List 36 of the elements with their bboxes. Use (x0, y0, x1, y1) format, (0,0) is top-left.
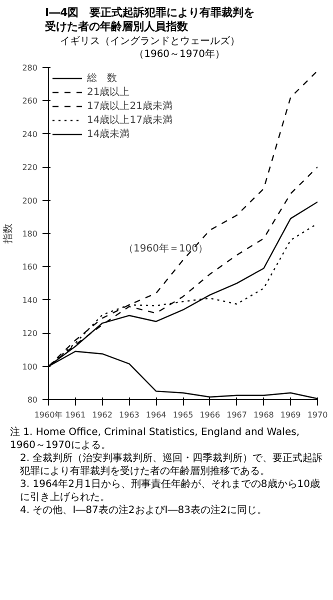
y-tick-label: 180 (22, 229, 38, 238)
chart-title: I―4図 要正式起訴犯罪により有罪裁判を受けた者の年齢層別人員指数 (45, 6, 256, 35)
text: 4. その他、I―87表の注2およびI―83表の注2に同じ。 (20, 504, 268, 517)
x-tick-label: 1970 (307, 410, 328, 420)
text: 3. 1964年2月1日から、刑事責任年齢が、それまでの8歳から10歳に引き上げられた。 (20, 478, 321, 504)
annotation: （1960年＝100） (124, 242, 208, 254)
text: （1960～1970年） (133, 48, 225, 61)
legend-label: 14歳未満 (87, 128, 130, 141)
y-tick-label: 160 (22, 262, 38, 272)
text: 注 1. Home Office, Criminal Statistics, England and Wales, 1960～1970による。 (10, 426, 301, 452)
legend-label: 14歳以上17歳未満 (87, 114, 172, 127)
x-tick-label: 1966 (200, 410, 220, 420)
x-tick-label: 1968 (254, 410, 274, 420)
y-tick-label: 260 (22, 96, 38, 106)
y-tick-label: 140 (22, 296, 38, 305)
y-tick-label: 100 (22, 362, 38, 372)
y-axis-title: 指数 (2, 223, 14, 244)
x-tick-label: 1969 (280, 410, 301, 420)
legend-label: 17歳以上21歳未満 (87, 100, 172, 113)
x-tick-label: 1967 (226, 410, 247, 420)
x-tick-label: 1961 (65, 410, 86, 420)
x-tick-label: 1965 (172, 410, 194, 420)
y-tick-label: 200 (22, 196, 38, 206)
y-tick-label: 240 (22, 130, 38, 139)
x-tick-label: 1963 (119, 410, 140, 420)
x-tick-label: 1964 (146, 410, 166, 420)
x-tick-label: 1960年 (34, 410, 63, 420)
text: 2. 全裁判所（治安判事裁判所、巡回・四季裁判所）で、要正式起訴犯罪により有罪裁判を受けた者の年齢層別推移である。 (20, 452, 324, 478)
y-tick-label: 80 (27, 395, 38, 404)
y-tick-label: 280 (22, 63, 38, 72)
y-tick-label: 220 (22, 162, 38, 172)
legend-label: 総 数 (87, 72, 117, 85)
chart-subtitle: イギリス（イングランドとウェールズ） (60, 34, 241, 48)
y-tick-label: 120 (22, 328, 38, 338)
x-tick-label: 1962 (92, 410, 112, 420)
legend-label: 21歳以上 (87, 86, 130, 99)
